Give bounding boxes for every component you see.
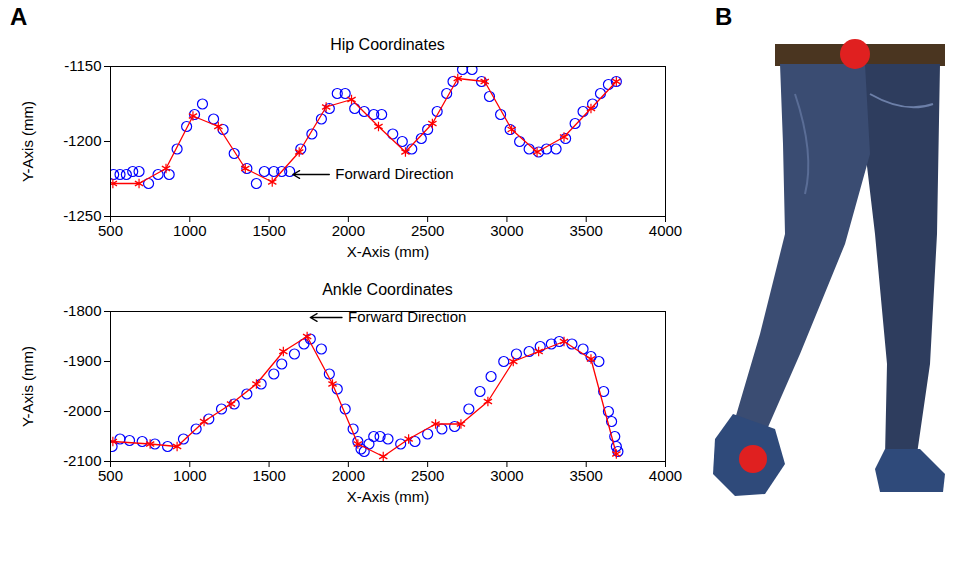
svg-text:Forward Direction: Forward Direction xyxy=(348,308,466,325)
svg-text:-1200: -1200 xyxy=(63,132,101,149)
svg-text:3000: 3000 xyxy=(490,222,523,239)
svg-text:2000: 2000 xyxy=(332,222,365,239)
svg-text:1500: 1500 xyxy=(252,222,285,239)
svg-text:-1900: -1900 xyxy=(63,352,101,369)
svg-text:4000: 4000 xyxy=(649,467,682,484)
svg-text:X-Axis (mm): X-Axis (mm) xyxy=(347,488,430,505)
svg-text:4000: 4000 xyxy=(649,222,682,239)
svg-text:-1250: -1250 xyxy=(63,207,101,224)
svg-text:Forward Direction: Forward Direction xyxy=(335,165,453,182)
svg-text:-2100: -2100 xyxy=(63,452,101,469)
svg-text:1000: 1000 xyxy=(173,222,206,239)
svg-text:500: 500 xyxy=(98,222,123,239)
svg-text:2500: 2500 xyxy=(411,222,444,239)
svg-text:Y-Axis (mm): Y-Axis (mm) xyxy=(19,346,36,427)
svg-text:3500: 3500 xyxy=(570,222,603,239)
svg-text:3500: 3500 xyxy=(570,467,603,484)
svg-text:3000: 3000 xyxy=(490,467,523,484)
svg-text:2500: 2500 xyxy=(411,467,444,484)
html-text:B: B xyxy=(715,3,733,30)
svg-text:Y-Axis (mm): Y-Axis (mm) xyxy=(19,101,36,182)
svg-text:1000: 1000 xyxy=(173,467,206,484)
html-text:Ankle Coordinates: Ankle Coordinates xyxy=(322,281,453,298)
svg-text:1500: 1500 xyxy=(252,467,285,484)
svg-text:500: 500 xyxy=(98,467,123,484)
html-text:Hip Coordinates: Hip Coordinates xyxy=(330,36,445,53)
svg-text:-2000: -2000 xyxy=(63,402,101,419)
svg-text:X-Axis (mm): X-Axis (mm) xyxy=(347,243,430,260)
svg-text:-1150: -1150 xyxy=(64,57,101,74)
svg-text:-1800: -1800 xyxy=(63,302,101,319)
svg-text:2000: 2000 xyxy=(332,467,365,484)
html-text:A: A xyxy=(10,3,28,30)
